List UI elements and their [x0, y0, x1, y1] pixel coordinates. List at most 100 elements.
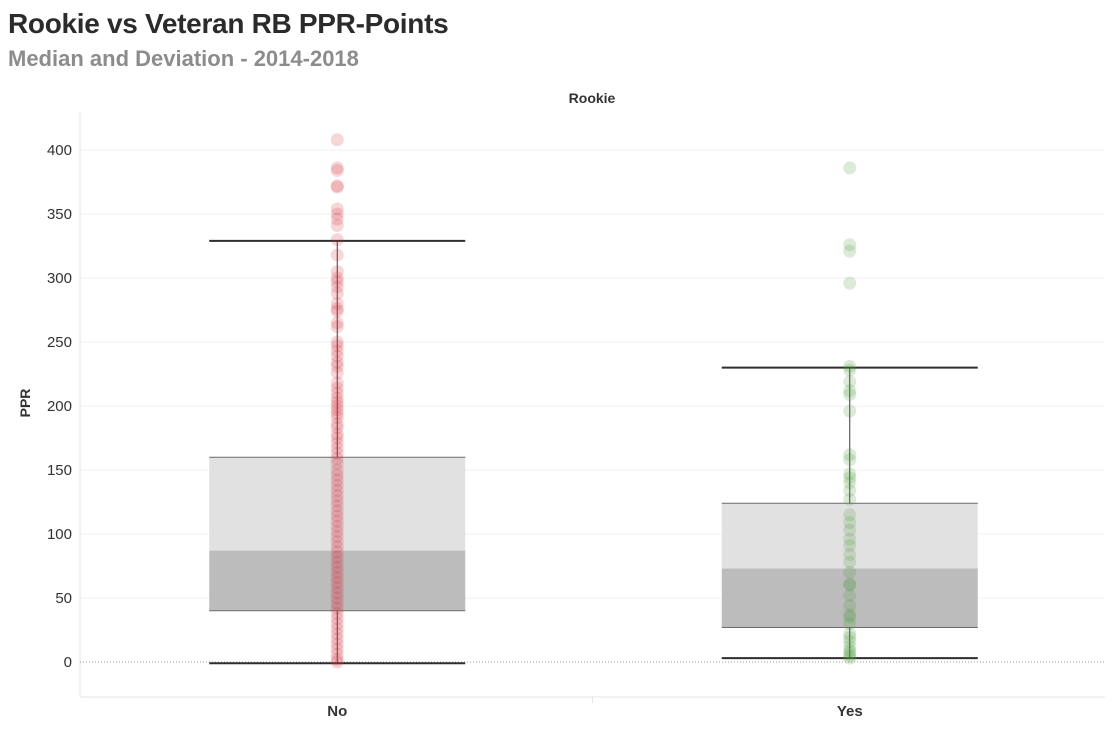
y-tick-label: 300: [47, 270, 72, 287]
data-point: [330, 286, 344, 300]
data-point: [330, 530, 344, 544]
data-point: [330, 509, 344, 523]
data-point: [330, 545, 344, 559]
y-tick-label: 400: [47, 142, 72, 159]
data-point: [330, 349, 344, 363]
data-point: [843, 448, 857, 462]
data-point: [330, 421, 344, 435]
chart-subtitle: Median and Deviation - 2014-2018: [8, 46, 359, 71]
data-point: [330, 576, 344, 590]
data-point: [843, 471, 857, 485]
data-point: [330, 403, 344, 417]
data-point: [330, 478, 344, 492]
data-point: [330, 399, 344, 413]
data-point: [330, 596, 344, 610]
data-point: [330, 519, 344, 533]
data-point: [330, 560, 344, 574]
data-point: [843, 523, 857, 537]
data-point: [843, 492, 857, 506]
column-header: Rookie: [569, 90, 616, 106]
data-point: [330, 407, 344, 421]
data-point: [843, 643, 857, 657]
x-category-label: No: [327, 703, 347, 720]
data-point: [330, 180, 344, 194]
data-point: [330, 335, 344, 349]
data-point: [330, 376, 344, 390]
data-point: [843, 476, 857, 490]
data-point: [843, 384, 857, 398]
data-point: [843, 627, 857, 641]
data-point: [330, 316, 344, 330]
data-point: [843, 453, 857, 467]
data-point: [843, 617, 857, 631]
data-point: [843, 578, 857, 592]
data-point: [843, 387, 857, 401]
data-point: [843, 608, 857, 622]
data-point: [330, 161, 344, 175]
data-point: [843, 577, 857, 591]
data-point: [330, 386, 344, 400]
data-point: [330, 550, 344, 564]
x-category-label: Yes: [837, 703, 863, 720]
data-point: [330, 265, 344, 279]
data-point: [330, 280, 344, 294]
data-point: [330, 417, 344, 431]
chart-title: Rookie vs Veteran RB PPR-Points: [8, 8, 449, 39]
y-tick-label: 100: [47, 526, 72, 543]
data-point: [330, 133, 344, 147]
data-point: [330, 622, 344, 636]
data-point: [330, 632, 344, 646]
data-point: [330, 427, 344, 441]
y-tick-label: 350: [47, 206, 72, 223]
data-point: [330, 555, 344, 569]
data-point: [843, 610, 857, 624]
data-point: [330, 483, 344, 497]
data-point: [843, 547, 857, 561]
data-point: [330, 320, 344, 334]
data-point: [330, 451, 344, 465]
data-point: [330, 179, 344, 193]
data-point: [330, 219, 344, 233]
data-point: [330, 441, 344, 455]
data-point: [330, 436, 344, 450]
data-point: [843, 515, 857, 529]
data-point: [843, 375, 857, 389]
data-point: [843, 631, 857, 645]
data-point: [330, 524, 344, 538]
box-upper-yes: [721, 503, 978, 569]
data-point: [843, 539, 857, 553]
y-tick-label: 200: [47, 398, 72, 415]
data-point: [330, 655, 344, 669]
data-point: [843, 599, 857, 613]
data-point: [330, 581, 344, 595]
data-point: [843, 646, 857, 660]
data-point: [330, 494, 344, 508]
box-lower-no: [209, 550, 466, 611]
data-point: [843, 276, 857, 290]
data-point: [330, 540, 344, 554]
data-point: [330, 637, 344, 651]
tick-layer: 0 50 100 150 200 250 300 350 400 No Yes: [47, 142, 863, 720]
y-axis-label: PPR: [17, 389, 33, 418]
data-point: [330, 504, 344, 518]
box-lower-yes: [721, 568, 978, 628]
data-point: [843, 244, 857, 258]
data-point: [843, 467, 857, 481]
box-upper-no: [209, 457, 466, 551]
point-layer: [330, 133, 857, 669]
data-point: [330, 391, 344, 405]
data-point: [330, 463, 344, 477]
data-point: [330, 606, 344, 620]
y-tick-label: 0: [64, 654, 72, 671]
data-point: [843, 404, 857, 418]
data-point: [843, 161, 857, 175]
data-point: [330, 586, 344, 600]
data-point: [843, 588, 857, 602]
data-point: [843, 363, 857, 377]
data-point: [330, 275, 344, 289]
data-point: [330, 248, 344, 262]
data-point: [330, 446, 344, 460]
data-point: [330, 395, 344, 409]
data-point: [330, 233, 344, 247]
